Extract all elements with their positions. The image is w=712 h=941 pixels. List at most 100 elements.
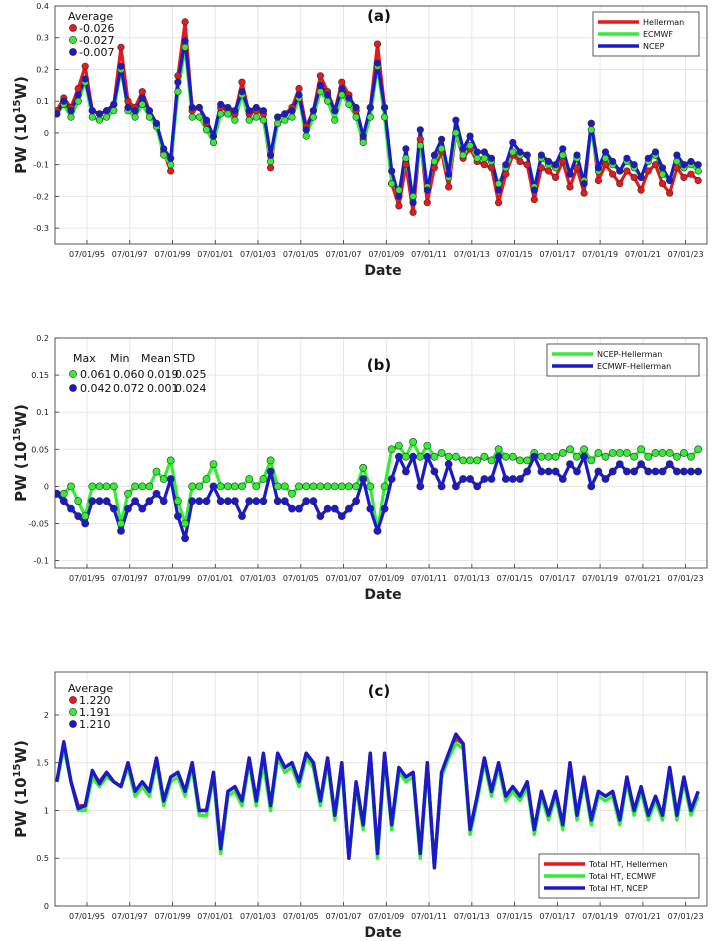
data-point [551, 173, 560, 181]
data-point [74, 512, 83, 520]
data-point [387, 475, 396, 483]
data-point [359, 138, 367, 147]
data-point [273, 482, 282, 491]
data-point [502, 161, 510, 169]
x-tick-label: 07/01/07 [326, 574, 362, 583]
data-point [366, 103, 374, 112]
y-axis-label-tail: W) [12, 76, 30, 99]
data-point [630, 173, 638, 181]
data-point [594, 176, 603, 185]
data-point [394, 452, 403, 461]
y-axis-label-sup: 15 [12, 427, 23, 441]
data-point [366, 504, 375, 513]
data-point [430, 151, 439, 159]
data-point [55, 489, 61, 498]
x-tick-label: 07/01/99 [155, 912, 191, 921]
plot-frame [54, 337, 708, 569]
data-point [615, 460, 624, 468]
plot-frame [54, 5, 708, 245]
data-point [231, 116, 239, 124]
panel-title: (a) [367, 7, 391, 25]
x-axis-label: Date [364, 587, 401, 603]
data-point [138, 504, 147, 513]
data-point [174, 88, 182, 96]
data-point [480, 475, 489, 483]
y-tick-label: 0.2 [36, 334, 49, 343]
legend-label: NCEP-Hellerman [597, 350, 662, 359]
chart-panel-0: 0.4 0.3 0.2 0.1 0 -0.1 -0.2 -0.3 07/01/95 07/01/9… [12, 2, 708, 279]
stats-marker [69, 696, 77, 704]
data-point [501, 475, 510, 483]
data-point [502, 170, 510, 178]
data-point [267, 164, 275, 172]
stats-value: -0.027 [79, 34, 114, 47]
series-line-2 [55, 732, 700, 870]
x-tick-label: 07/01/11 [411, 912, 447, 921]
data-point [487, 154, 496, 162]
data-point [409, 208, 417, 216]
data-point [152, 489, 161, 498]
y-axis-label-tail: W) [12, 404, 30, 427]
data-point [523, 456, 532, 465]
x-tick-label: 07/01/97 [112, 250, 148, 259]
data-point [551, 452, 560, 461]
data-point [309, 113, 318, 121]
data-point [509, 148, 517, 156]
data-point [359, 463, 368, 472]
data-point [174, 72, 182, 80]
y-tick-label: -0.2 [33, 192, 49, 201]
data-point [238, 78, 246, 86]
stats-header: Min [110, 352, 130, 365]
data-point [274, 119, 282, 127]
data-point [95, 497, 104, 506]
y-axis-label-tail: W) [12, 740, 30, 763]
data-point [124, 489, 132, 498]
x-tick-label: 07/01/05 [283, 574, 319, 583]
data-point [530, 196, 538, 204]
data-point [309, 482, 318, 491]
data-point [81, 62, 89, 70]
stats-marker [69, 24, 77, 32]
x-tick-label: 07/01/95 [69, 912, 105, 921]
plot-frame [54, 671, 708, 907]
legend-label: ECMWF-Hellerman [597, 362, 671, 371]
data-point [451, 452, 460, 461]
data-point [259, 475, 268, 483]
data-point [473, 154, 481, 162]
data-point [109, 504, 118, 513]
data-point [159, 475, 168, 483]
data-point [651, 467, 660, 476]
data-point [145, 497, 154, 506]
data-point [601, 452, 610, 461]
data-point [188, 113, 196, 121]
data-point [658, 467, 667, 476]
x-tick-label: 07/01/15 [497, 912, 533, 921]
data-point [430, 157, 439, 166]
data-point [445, 170, 453, 178]
x-tick-label: 07/01/05 [283, 250, 319, 259]
data-point [331, 116, 339, 124]
data-point [266, 456, 275, 465]
data-point [694, 467, 703, 476]
data-point [202, 475, 211, 483]
data-point [230, 482, 239, 491]
data-point [402, 161, 410, 169]
data-point [466, 456, 474, 465]
data-point [95, 110, 104, 118]
series-layer [55, 732, 700, 870]
data-point [224, 110, 232, 118]
data-point [537, 164, 546, 172]
y-axis-label-main: PW (10 [12, 777, 30, 838]
data-point [309, 107, 318, 115]
data-point [245, 475, 254, 483]
data-point [559, 145, 567, 153]
data-point [302, 482, 311, 491]
data-point [388, 167, 396, 175]
data-point [558, 449, 567, 457]
y-tick-label: 1 [44, 806, 49, 815]
data-point [459, 456, 467, 465]
stats-header: Mean [141, 352, 171, 365]
x-tick-label: 07/01/15 [497, 574, 533, 583]
data-point [573, 164, 581, 172]
data-point [167, 167, 175, 175]
